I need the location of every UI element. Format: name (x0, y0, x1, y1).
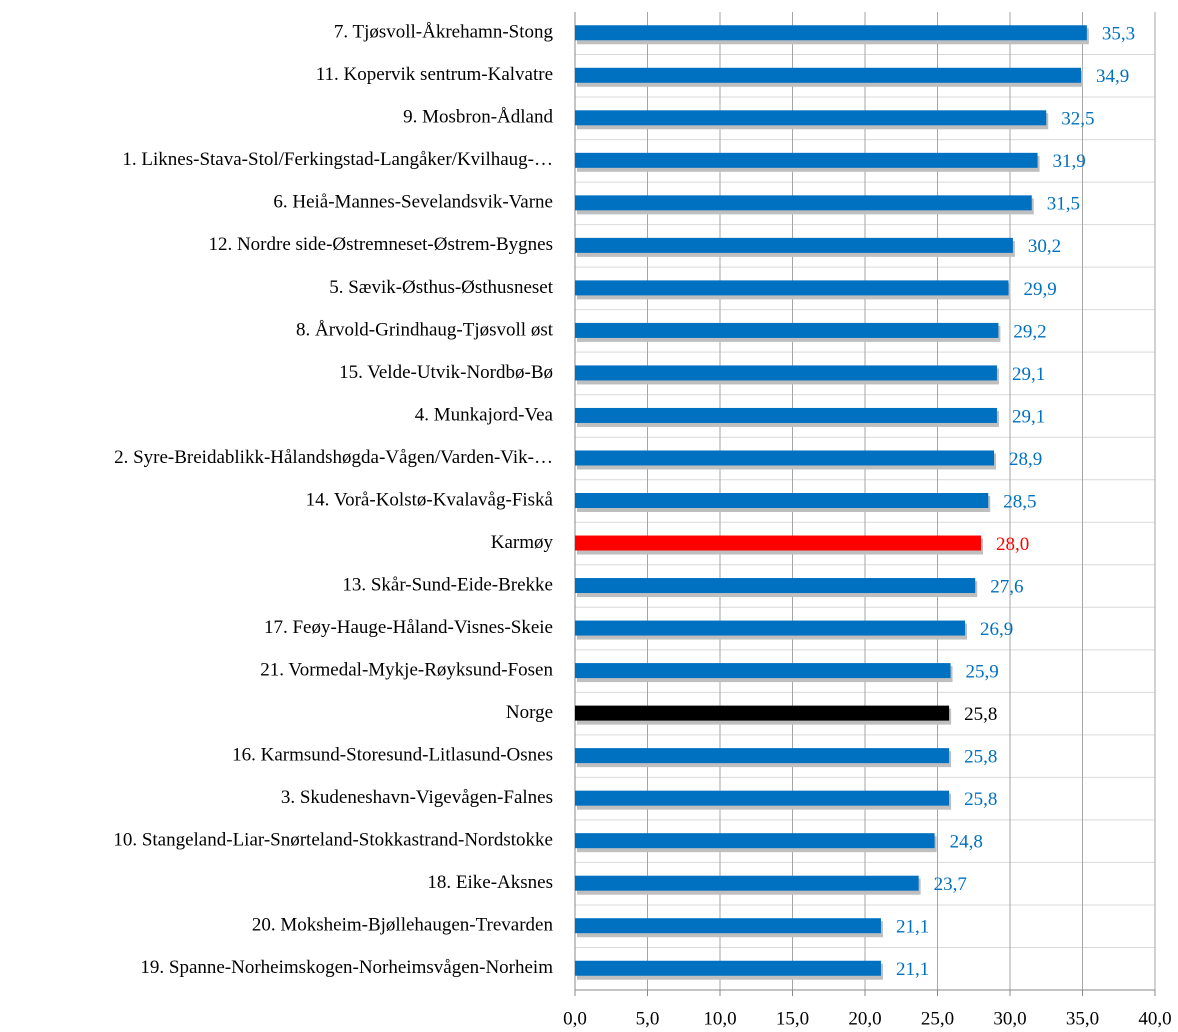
value-label: 21,1 (896, 917, 929, 938)
bar (575, 748, 950, 764)
value-label: 28,0 (996, 534, 1029, 555)
category-label: 9. Mosbron-Ådland (403, 107, 553, 128)
value-label: 25,8 (964, 746, 997, 767)
category-label: 3. Skudeneshavn-Vigevågen-Falnes (281, 787, 553, 808)
x-tick-label: 30,0 (993, 1008, 1026, 1029)
x-tick-label: 35,0 (1066, 1008, 1099, 1029)
bar (575, 705, 950, 721)
bar (575, 833, 935, 849)
bar (575, 365, 997, 381)
bar (575, 322, 999, 338)
category-label: 6. Heiå-Mannes-Sevelandsvik-Varne (273, 192, 553, 213)
bar (575, 918, 881, 934)
x-tick-label: 20,0 (848, 1008, 881, 1029)
value-label: 27,6 (990, 576, 1023, 597)
value-label: 31,5 (1047, 194, 1080, 215)
category-label: 18. Eike-Aksnes (427, 872, 553, 893)
value-label: 32,5 (1061, 109, 1094, 130)
value-label: 28,5 (1003, 491, 1036, 512)
category-label: Norge (506, 702, 553, 723)
x-tick-label: 15,0 (776, 1008, 809, 1029)
value-label: 21,1 (896, 959, 929, 980)
category-label: 12. Nordre side-Østremneset-Østrem-Bygne… (208, 234, 553, 255)
bar (575, 578, 976, 594)
value-label: 30,2 (1028, 236, 1061, 257)
bar (575, 280, 1009, 296)
x-tick-label: 5,0 (636, 1008, 660, 1029)
value-label: 25,8 (964, 704, 997, 725)
value-label: 28,9 (1009, 449, 1042, 470)
category-label: 16. Karmsund-Storesund-Litlasund-Osnes (232, 744, 553, 765)
value-label: 34,9 (1096, 66, 1129, 87)
x-tick-label: 25,0 (921, 1008, 954, 1029)
bar (575, 67, 1082, 83)
category-label: 19. Spanne-Norheimskogen-Norheimsvågen-N… (140, 957, 553, 978)
category-label: 17. Feøy-Hauge-Håland-Visnes-Skeie (264, 617, 553, 638)
value-label: 29,1 (1012, 406, 1045, 427)
bar (575, 25, 1087, 41)
value-label: 29,1 (1012, 364, 1045, 385)
category-label: 13. Skår-Sund-Eide-Brekke (342, 574, 553, 595)
category-label: 1. Liknes-Stava-Stol/Ferkingstad-Langåke… (122, 149, 553, 170)
x-tick-label: 0,0 (563, 1008, 587, 1029)
value-label: 24,8 (950, 832, 983, 853)
category-label: 11. Kopervik sentrum-Kalvatre (316, 64, 553, 85)
value-label: 29,9 (1024, 279, 1057, 300)
bar (575, 493, 989, 508)
bar (575, 110, 1047, 126)
x-tick-label: 40,0 (1138, 1008, 1171, 1029)
category-label: 20. Moksheim-Bjøllehaugen-Trevarden (252, 915, 554, 936)
category-label: 21. Vormedal-Mykje-Røyksund-Fosen (260, 659, 553, 680)
bar (575, 620, 966, 636)
bar (575, 152, 1038, 168)
bar (575, 790, 950, 806)
category-label: 15. Velde-Utvik-Nordbø-Bø (339, 362, 553, 383)
category-label: 8. Årvold-Grindhaug-Tjøsvoll øst (296, 319, 554, 340)
value-label: 25,9 (966, 661, 999, 682)
bar (575, 407, 997, 423)
category-label: 7. Tjøsvoll-Åkrehamn-Stong (334, 22, 554, 43)
bar (575, 960, 881, 976)
bar (575, 663, 951, 679)
value-label: 26,9 (980, 619, 1013, 640)
value-label: 25,8 (964, 789, 997, 810)
category-label: 5. Sævik-Østhus-Østhusneset (329, 277, 554, 298)
value-label: 29,2 (1013, 321, 1046, 342)
bar (575, 237, 1013, 253)
x-tick-label: 10,0 (703, 1008, 736, 1029)
category-label: 10. Stangeland-Liar-Snørteland-Stokkastr… (113, 830, 553, 851)
bar (575, 535, 981, 551)
bar (575, 195, 1032, 211)
bar (575, 875, 919, 891)
category-label: Karmøy (491, 532, 554, 553)
value-label: 23,7 (934, 874, 967, 895)
value-label: 31,9 (1053, 151, 1086, 172)
value-label: 35,3 (1102, 24, 1135, 45)
category-label: 14. Vorå-Kolstø-Kvalavåg-Fiskå (306, 489, 554, 510)
category-label: 2. Syre-Breidablikk-Hålandshøgda-Vågen/V… (114, 447, 553, 468)
category-label: 4. Munkajord-Vea (415, 404, 554, 425)
bar (575, 450, 995, 466)
